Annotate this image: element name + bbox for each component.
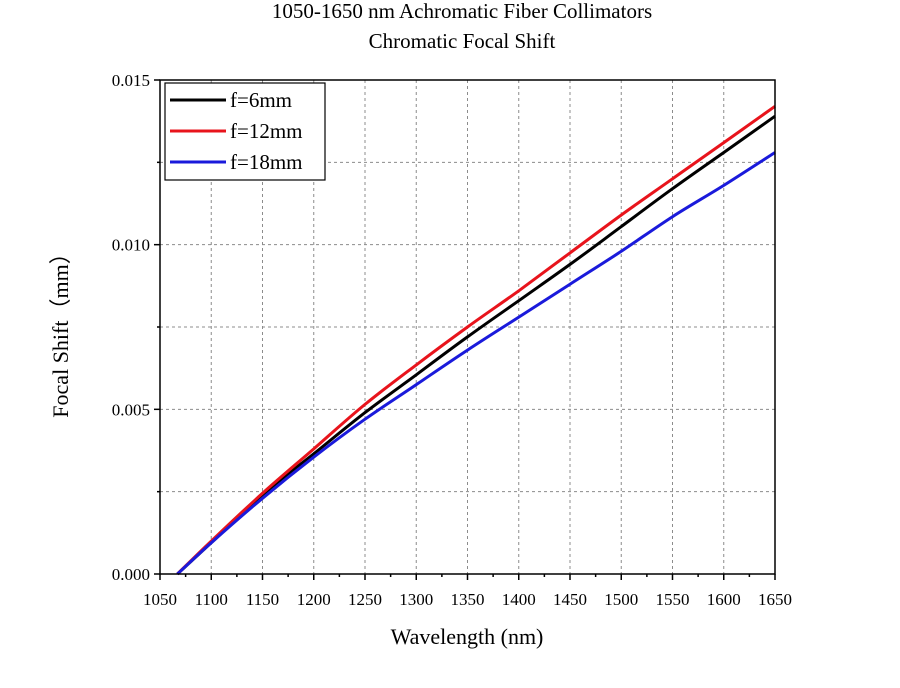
x-tick-label: 1550	[656, 590, 690, 609]
x-tick-labels: 1050 1100 1150 1200 1250 1300 1350 1400 1450 1500…	[143, 590, 792, 609]
chart-title: 1050-1650 nm Achromatic Fiber Collimator…	[272, 0, 652, 23]
legend-label: f=6mm	[230, 88, 292, 112]
x-tick-label: 1200	[297, 590, 331, 609]
legend: f=6mm f=12mm f=18mm	[164, 82, 326, 181]
legend-label: f=12mm	[230, 119, 303, 143]
x-axis-label: Wavelength (nm)	[391, 624, 544, 649]
y-tick-labels: 0.000 0.005 0.010 0.015	[112, 71, 150, 584]
x-tick-label: 1450	[553, 590, 587, 609]
x-tick-label: 1350	[451, 590, 485, 609]
y-tick-label: 0.000	[112, 565, 150, 584]
y-tick-label: 0.010	[112, 236, 150, 255]
x-tick-label: 1150	[246, 590, 279, 609]
x-tick-label: 1050	[143, 590, 177, 609]
axis-ticks	[154, 79, 776, 580]
y-axis-label: Focal Shift（mm）	[48, 242, 73, 417]
y-tick-label: 0.005	[112, 400, 150, 419]
grid	[160, 80, 775, 574]
series-line-2	[176, 105, 776, 576]
series-line-3	[176, 151, 776, 576]
x-tick-label: 1500	[604, 590, 638, 609]
x-tick-label: 1300	[399, 590, 433, 609]
legend-label: f=18mm	[230, 150, 303, 174]
x-tick-label: 1600	[707, 590, 741, 609]
series-lines	[176, 105, 776, 576]
x-tick-label: 1100	[195, 590, 228, 609]
x-tick-label: 1400	[502, 590, 536, 609]
x-tick-label: 1250	[348, 590, 382, 609]
x-tick-label: 1650	[758, 590, 792, 609]
y-tick-label: 0.015	[112, 71, 150, 90]
chart-subtitle: Chromatic Focal Shift	[369, 29, 556, 53]
